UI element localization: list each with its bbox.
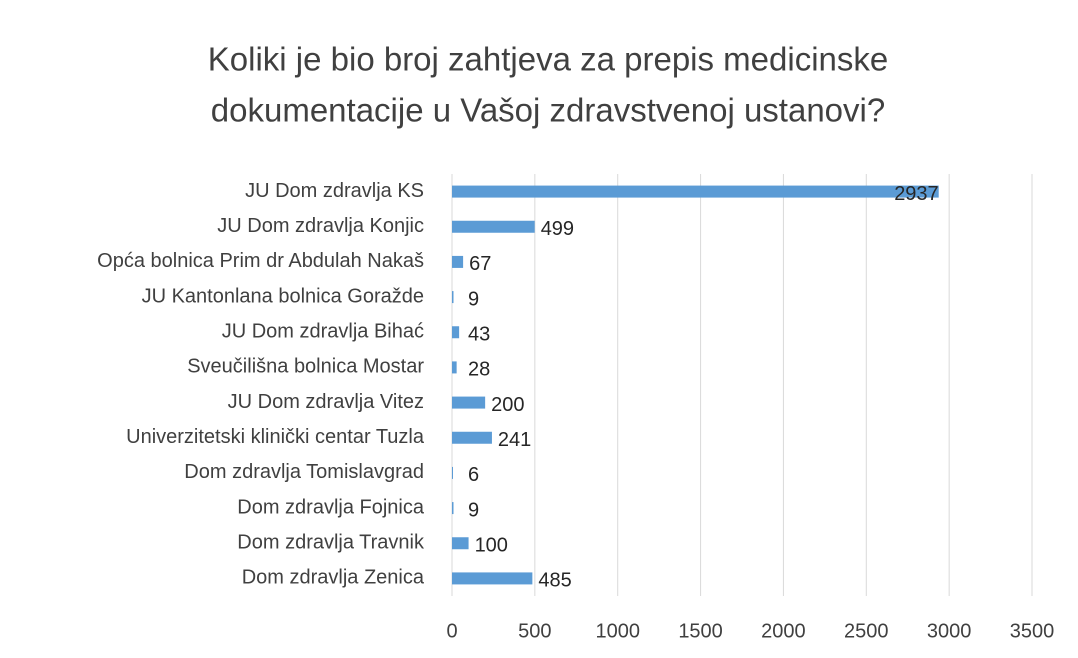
data-label: 28 — [468, 359, 490, 381]
data-label: 43 — [468, 324, 490, 346]
bar — [452, 466, 453, 479]
y-tick-label: Dom zdravlja Tomislavgrad — [184, 461, 424, 483]
bar — [452, 572, 533, 585]
x-tick-label: 3500 — [1010, 620, 1055, 642]
data-label: 100 — [475, 535, 508, 557]
x-tick-label: 0 — [446, 620, 457, 642]
y-tick-label: Univerzitetski klinički centar Tuzla — [126, 426, 425, 448]
bar — [452, 220, 535, 233]
y-tick-label: Dom zdravlja Zenica — [242, 567, 425, 589]
x-tick-label: 1500 — [678, 620, 723, 642]
bar — [452, 185, 939, 198]
data-label: 67 — [469, 253, 491, 275]
x-tick-label: 2000 — [761, 620, 806, 642]
y-tick-label: JU Dom zdravlja KS — [245, 180, 424, 202]
x-tick-label: 2500 — [844, 620, 889, 642]
data-label: 6 — [468, 464, 479, 486]
data-label: 499 — [541, 218, 574, 240]
y-tick-label: Opća bolnica Prim dr Abdulah Nakaš — [97, 250, 424, 272]
bar — [452, 537, 469, 550]
chart-title: dokumentacije u Vašoj zdravstvenoj ustan… — [211, 92, 885, 129]
x-tick-label: 500 — [518, 620, 551, 642]
data-label: 2937 — [894, 183, 939, 205]
bar — [452, 361, 457, 374]
data-label: 200 — [491, 394, 524, 416]
bar — [452, 255, 464, 268]
data-label: 241 — [498, 429, 531, 451]
y-tick-label: Dom zdravlja Travnik — [237, 532, 425, 554]
y-tick-label: JU Dom zdravlja Vitez — [228, 391, 424, 413]
y-tick-label: JU Kantonlana bolnica Goražde — [142, 285, 424, 307]
chart-title: Koliki je bio broj zahtjeva za prepis me… — [208, 41, 889, 78]
bar — [452, 502, 454, 515]
data-label: 9 — [468, 288, 479, 310]
bar — [452, 291, 454, 304]
data-label: 485 — [538, 570, 571, 592]
bar — [452, 396, 486, 409]
y-tick-label: JU Dom zdravlja Bihać — [222, 321, 424, 343]
y-tick-label: Sveučilišna bolnica Mostar — [187, 356, 424, 378]
x-tick-label: 3000 — [927, 620, 972, 642]
y-tick-label: JU Dom zdravlja Konjic — [217, 215, 424, 237]
bar — [452, 326, 460, 339]
bar — [452, 431, 492, 444]
y-tick-label: Dom zdravlja Fojnica — [237, 496, 425, 518]
data-label: 9 — [468, 499, 479, 521]
x-tick-label: 1000 — [595, 620, 640, 642]
